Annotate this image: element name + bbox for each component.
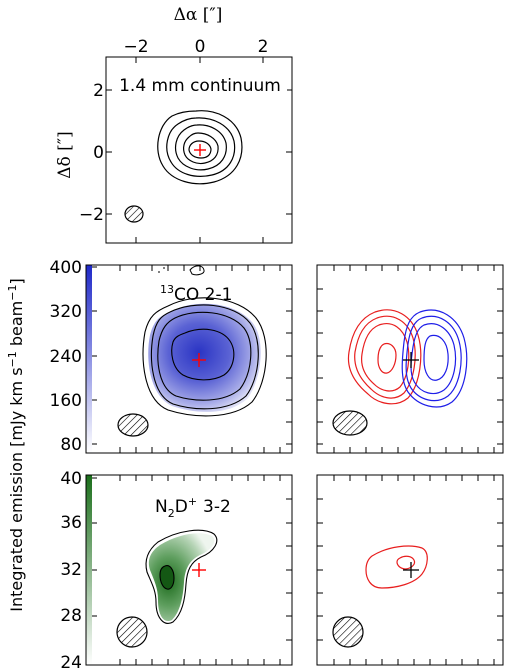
n2d-ticks [92, 475, 292, 665]
contour-mid [150, 304, 259, 410]
colorbar-tick-label: 28 [60, 606, 82, 626]
n2d-contour-outer [145, 529, 218, 624]
13co-title: 13CO 2-1 [160, 283, 232, 305]
13co-red-contours [347, 309, 422, 405]
x-tick-label: 2 [258, 37, 269, 57]
n2d-channels-marker [403, 562, 419, 578]
n2d-colorbar-tick-labels: 40 36 32 28 24 [60, 469, 82, 670]
contour-level-5 [188, 140, 212, 159]
shared-ylabel-sup2: −1 [6, 285, 19, 301]
13co-channels-panel [316, 264, 504, 454]
colorbar-tick-label: 80 [60, 435, 82, 455]
red-contour-outer [365, 545, 428, 589]
shared-ylabel-end: ] [7, 278, 26, 284]
colorbar-tick-label: 400 [50, 258, 82, 278]
shared-ylabel-sup1: −1 [6, 351, 19, 367]
x-tick-label: 0 [195, 37, 206, 57]
x-tick-labels: −2 0 2 [123, 37, 268, 57]
n2d-contour-core [159, 565, 175, 590]
13co-frame [85, 264, 293, 454]
13co-ticks [92, 265, 292, 453]
red-contour-3 [361, 323, 410, 392]
blue-contour-3 [410, 323, 457, 395]
contour-inner [157, 311, 252, 401]
13co-moment0-panel: 400 320 240 160 80 13CO 2-1 [50, 258, 293, 455]
n2d-colorbar [86, 475, 92, 665]
n2d-title-d: D [175, 497, 188, 517]
continuum-beam [124, 205, 144, 223]
13co-colorbar [86, 265, 92, 453]
shared-y-axis-title: Integrated emission [mJy km s−1 beam−1] [6, 278, 26, 611]
colorbar-tick-label: 240 [50, 347, 82, 367]
n2d-red-contours [365, 545, 428, 589]
continuum-peak-marker [194, 144, 206, 156]
contour-level-3 [174, 124, 227, 171]
n2d-peak-marker [192, 563, 206, 577]
colorbar-tick-label: 320 [50, 302, 82, 322]
y-tick-labels: 2 0 −2 [79, 81, 104, 225]
13co-blue-contours [401, 309, 468, 408]
continuum-ticks [106, 57, 292, 243]
x-tick-label: −2 [123, 37, 148, 57]
n2d-title-trans: 3-2 [203, 497, 231, 517]
contour-core [171, 328, 235, 381]
13co-channels-beam [332, 410, 368, 436]
colorbar-tick-label: 24 [60, 653, 82, 670]
y-axis-title: Δδ [″] [55, 131, 75, 179]
13co-edge-noise [158, 265, 205, 276]
y-tick-label: 0 [93, 143, 104, 163]
n2d-title-n: N [155, 497, 168, 517]
n2d-channels-ticks [317, 475, 503, 665]
colorbar-tick-label: 32 [60, 560, 82, 580]
contour-level-2 [166, 117, 236, 177]
n2d-channels-beam [332, 616, 364, 648]
contour-outer [142, 297, 267, 417]
n2d-beam [116, 616, 148, 648]
n2d-channels-panel [316, 474, 504, 666]
n2d-moment0-panel: 40 36 32 28 24 N2D+ 3-2 [60, 469, 293, 670]
13co-contours [142, 297, 267, 417]
colorbar-tick-label: 160 [50, 391, 82, 411]
colorbar-tick-label: 40 [60, 469, 82, 489]
red-contour-2 [354, 315, 416, 399]
blue-contour-4 [423, 334, 449, 381]
13co-title-main: CO 2-1 [174, 285, 232, 305]
n2d-emission [148, 533, 215, 622]
n2d-title-sup: + [188, 495, 197, 508]
red-contour-1 [347, 309, 422, 405]
continuum-title: 1.4 mm continuum [119, 76, 281, 96]
x-axis-title: Δα [″] [174, 5, 223, 25]
continuum-contours [157, 110, 243, 185]
red-contour-4 [377, 342, 397, 374]
13co-colorbar-tick-labels: 400 320 240 160 80 [50, 258, 82, 455]
13co-title-sup: 13 [160, 283, 174, 296]
shared-ylabel-main: Integrated emission [mJy km s [7, 367, 26, 611]
13co-channels-ticks [317, 265, 503, 453]
blue-contour-2 [405, 315, 462, 402]
contour-level-4 [183, 132, 219, 165]
continuum-title-bg [115, 74, 287, 96]
13co-emission [148, 303, 261, 412]
n2d-title: N2D+ 3-2 [155, 495, 231, 520]
13co-channels-marker [403, 352, 419, 368]
13co-beam [117, 413, 149, 437]
colorbar-tick-label: 36 [60, 513, 82, 533]
blue-contour-1 [401, 309, 468, 408]
y-tick-label: 2 [93, 81, 104, 101]
n2d-title-sub: 2 [168, 507, 175, 520]
13co-peak-marker [192, 353, 206, 367]
y-tick-label: −2 [79, 205, 104, 225]
red-contour-inner [396, 555, 416, 570]
shared-ylabel-mid: beam [7, 301, 26, 351]
continuum-panel: Δα [″] −2 0 2 Δδ [″] 2 0 −2 [55, 5, 293, 244]
contour-level-1 [157, 110, 243, 185]
